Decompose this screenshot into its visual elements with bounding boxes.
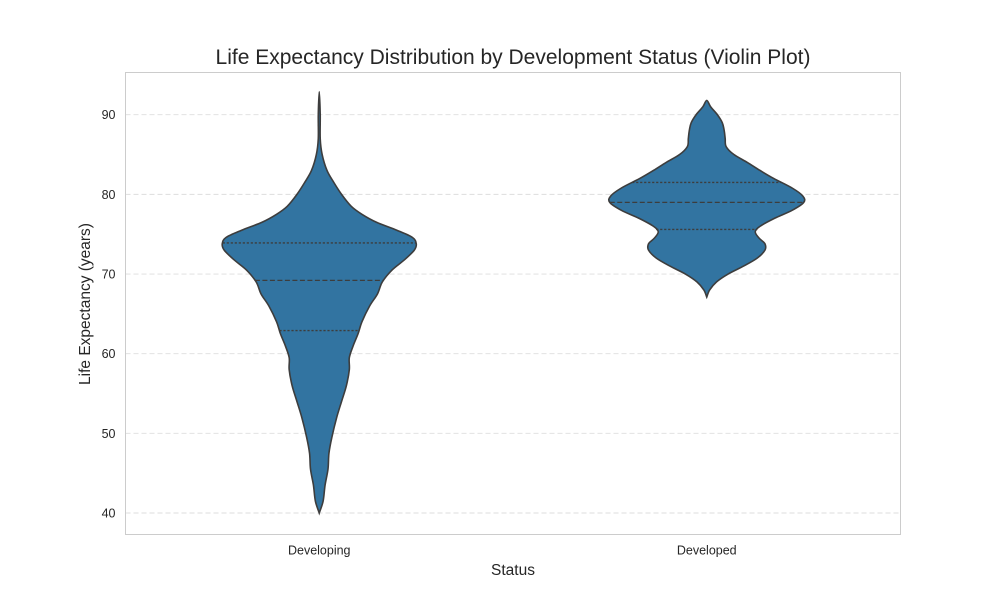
y-tick-label: 80: [102, 188, 116, 202]
chart-title: Life Expectancy Distribution by Developm…: [216, 46, 811, 69]
y-axis-label: Life Expectancy (years): [77, 223, 94, 385]
plot-frame: [125, 72, 901, 535]
gridlines: [125, 114, 901, 514]
y-tick-label: 40: [102, 506, 116, 520]
x-tick-labels: Developing Developed: [288, 544, 737, 558]
y-tick-label: 50: [102, 427, 116, 441]
x-tick-label: Developed: [677, 544, 737, 558]
violins: [221, 90, 806, 516]
y-tick-label: 90: [102, 108, 116, 122]
violin-developing: [221, 90, 418, 516]
y-tick-label: 70: [102, 268, 116, 282]
x-tick-label: Developing: [288, 544, 351, 558]
x-axis-label: Status: [491, 562, 535, 579]
y-tick-label: 60: [102, 347, 116, 361]
violin-developed: [607, 99, 806, 300]
y-tick-labels: 40 50 60 70 80 90: [102, 108, 116, 520]
